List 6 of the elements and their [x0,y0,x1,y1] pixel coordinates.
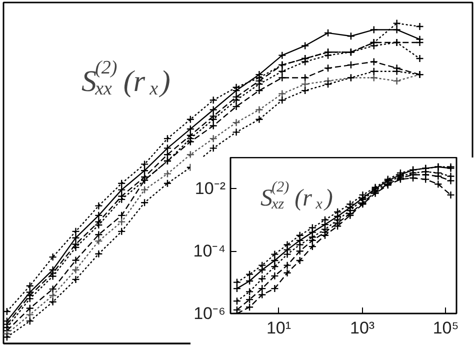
y-tick-label: 10⁻⁴ [193,242,226,261]
y-tick-label: 10⁻⁶ [194,304,226,323]
x-tick-label: 10³ [350,318,375,338]
x-tick-label: 10⁵ [432,318,459,338]
y-tick-label: 10⁻² [194,179,226,198]
x-tick-label: 10¹ [266,318,292,338]
